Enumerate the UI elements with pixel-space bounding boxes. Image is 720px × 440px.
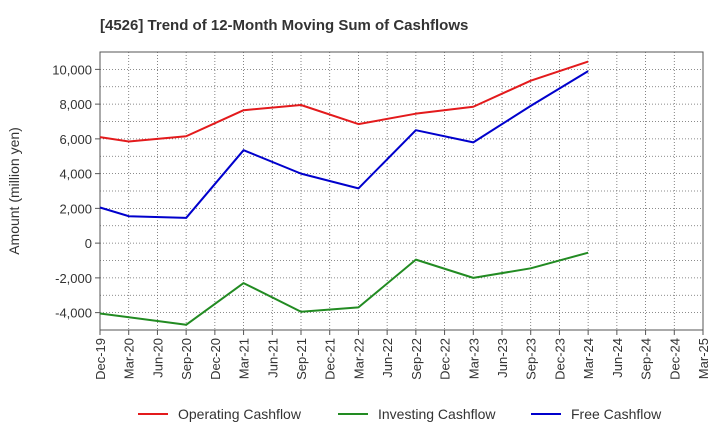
x-tick-label: Jun-22 <box>380 338 395 378</box>
x-tick-label: Dec-22 <box>438 338 453 380</box>
x-tick-label: Jun-23 <box>495 338 510 378</box>
x-tick-label: Mar-21 <box>237 338 252 379</box>
x-tick-label: Sep-21 <box>294 338 309 380</box>
plot-frame <box>99 51 704 331</box>
series <box>99 60 589 326</box>
x-axis-ticks: Dec-19 Mar-20 Jun-20 Sep-20 Dec-20 Mar-21 Jun-… <box>93 330 711 380</box>
x-tick-label: Dec-20 <box>208 338 223 380</box>
legend: Operating Cashflow Investing Cashflow Free… <box>138 406 662 422</box>
x-tick-label: Mar-23 <box>466 338 481 379</box>
x-tick-label: Dec-21 <box>323 338 338 380</box>
y-tick-label: 4,000 <box>59 167 92 182</box>
operating-cashflow-line <box>99 60 589 143</box>
x-tick-label: Jun-24 <box>610 338 625 378</box>
x-tick-label: Sep-20 <box>179 338 194 380</box>
y-tick-label: 2,000 <box>59 201 92 216</box>
operating-cashflow-legend-label: Operating Cashflow <box>178 406 302 422</box>
x-tick-label: Jun-21 <box>265 338 280 378</box>
x-tick-label: Sep-23 <box>524 338 539 380</box>
x-tick-label: Dec-23 <box>552 338 567 380</box>
x-tick-label: Mar-25 <box>696 338 711 379</box>
y-tick-label: 10,000 <box>52 62 92 77</box>
y-tick-label: -2,000 <box>55 271 92 286</box>
x-tick-label: Sep-22 <box>409 338 424 380</box>
y-tick-label: 8,000 <box>59 97 92 112</box>
x-tick-label: Jun-20 <box>150 338 165 378</box>
free-cashflow-legend-label: Free Cashflow <box>571 406 662 422</box>
x-tick-label: Sep-24 <box>639 338 654 380</box>
free-cashflow-line <box>99 70 589 219</box>
y-axis-ticks: -4,000 -2,000 0 2,000 4,000 6,000 8,000 10,000 <box>52 62 100 321</box>
x-tick-label: Mar-20 <box>122 338 137 379</box>
x-tick-label: Mar-22 <box>351 338 366 379</box>
investing-cashflow-line <box>99 251 589 326</box>
investing-cashflow-legend-label: Investing Cashflow <box>378 406 496 422</box>
x-tick-label: Dec-24 <box>667 338 682 380</box>
y-tick-label: 6,000 <box>59 132 92 147</box>
y-axis-label: Amount (million yen) <box>6 127 22 255</box>
chart-title: [4526] Trend of 12-Month Moving Sum of C… <box>100 17 468 34</box>
x-tick-label: Mar-24 <box>581 338 596 379</box>
y-tick-label: -4,000 <box>55 306 92 321</box>
y-tick-label: 0 <box>85 236 92 251</box>
x-tick-label: Dec-19 <box>93 338 108 380</box>
grid <box>100 52 703 330</box>
